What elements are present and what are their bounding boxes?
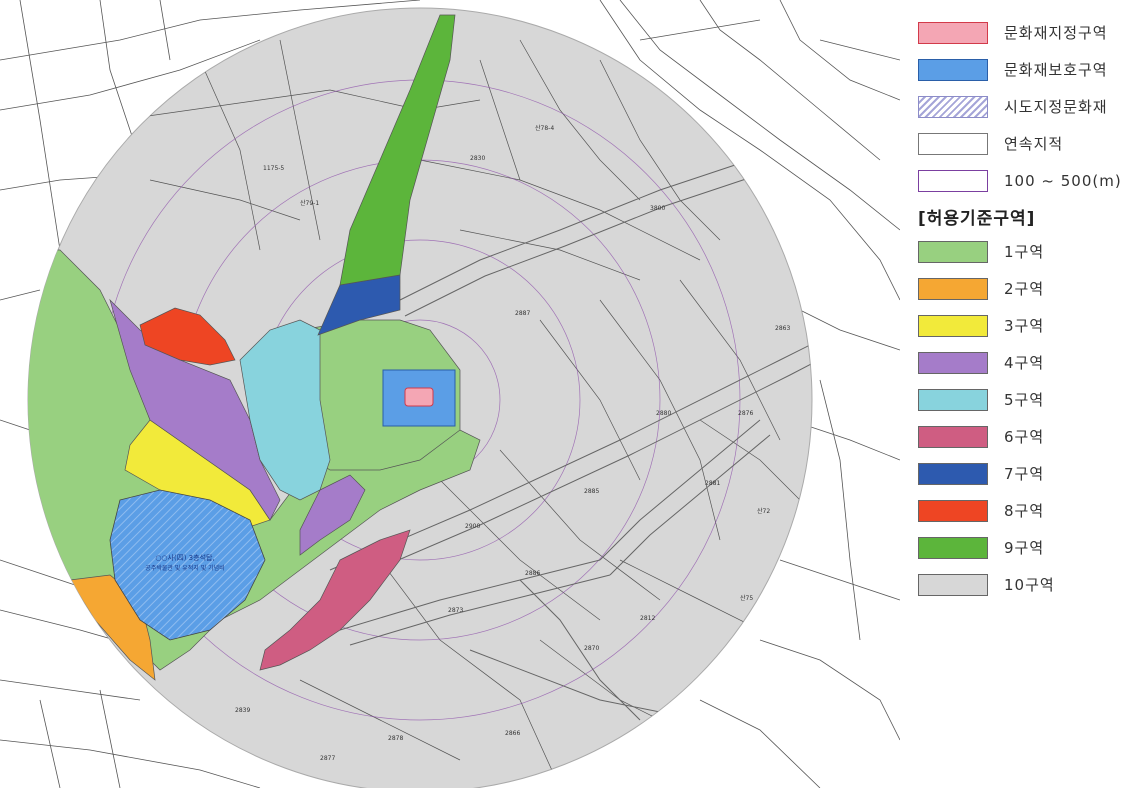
legend-item-provincial-heritage: 시도지정문화재	[918, 88, 1138, 125]
inner-cadastral-lines	[119, 39, 801, 788]
heritage-label-line1: ○○사(四) 3층석탑,	[155, 553, 214, 562]
map-legend: 문화재지정구역 문화재보호구역 시도지정문화재 연속지적 100 ~ 500(m…	[918, 14, 1138, 603]
legend-label: 7구역	[1004, 465, 1045, 483]
legend-swatch	[918, 499, 988, 522]
legend-label: 9구역	[1004, 539, 1045, 557]
parcel-label: 2873	[448, 607, 463, 614]
parcel-label: 2877	[320, 755, 335, 762]
zone-4-area-small	[299, 474, 366, 556]
parcel-label: 2863	[775, 325, 790, 332]
parcel-label: 2866	[505, 730, 520, 737]
legend-swatch	[918, 351, 988, 374]
parcel-label: 2880	[656, 410, 671, 417]
parcel-label: 2830	[470, 155, 485, 162]
parcel-label: 2900	[465, 523, 480, 530]
parcel-label: 3800	[650, 205, 665, 212]
legend-swatch-hatch	[918, 95, 988, 118]
legend-item-distance-rings: 100 ~ 500(m)	[918, 162, 1138, 199]
legend-label: 2구역	[1004, 280, 1045, 298]
legend-zone-7: 7구역	[918, 455, 1138, 492]
parcel-label: 산79-1	[300, 199, 319, 207]
legend-swatch	[918, 21, 988, 44]
legend-label: 10구역	[1004, 576, 1055, 594]
legend-swatch	[918, 388, 988, 411]
legend-label: 문화재보호구역	[1004, 61, 1108, 79]
legend-swatch	[918, 240, 988, 263]
zone-5-area	[239, 319, 331, 501]
legend-swatch	[918, 536, 988, 559]
legend-zone-10: 10구역	[918, 566, 1138, 603]
legend-swatch	[918, 277, 988, 300]
parcel-label: 2876	[738, 410, 753, 417]
legend-swatch	[918, 314, 988, 337]
legend-label: 100 ~ 500(m)	[1004, 171, 1122, 190]
legend-label: 1구역	[1004, 243, 1045, 261]
legend-label: 연속지적	[1004, 135, 1064, 153]
legend-item-cadastral: 연속지적	[918, 125, 1138, 162]
legend-swatch	[918, 573, 988, 596]
parcel-label: 2881	[705, 480, 720, 487]
heritage-label-line2: 공주박물관 및 유적지 및 기념비	[145, 564, 224, 572]
parcel-label: 2878	[388, 735, 403, 742]
legend-label: 8구역	[1004, 502, 1045, 520]
parcel-label: 산72	[757, 507, 770, 515]
parcel-label: 2839	[235, 707, 250, 714]
legend-item-protection-area: 문화재보호구역	[918, 51, 1138, 88]
legend-label: 6구역	[1004, 428, 1045, 446]
parcel-label: 2812	[640, 615, 655, 622]
legend-label: 문화재지정구역	[1004, 24, 1108, 42]
legend-zone-6: 6구역	[918, 418, 1138, 455]
parcel-label: 산78-4	[535, 124, 554, 132]
legend-zone-9: 9구역	[918, 529, 1138, 566]
parcel-label: 2886	[525, 570, 540, 577]
parcel-label: 산75	[740, 594, 753, 602]
heritage-protection-area	[109, 489, 266, 641]
legend-zone-5: 5구역	[918, 381, 1138, 418]
legend-item-designated-area: 문화재지정구역	[918, 14, 1138, 51]
legend-swatch	[918, 462, 988, 485]
zone-9-area	[339, 14, 456, 286]
parcel-labels: 2830 2887 3800 산78-4 2880 2876 2885 1175…	[235, 124, 790, 762]
legend-zone-2: 2구역	[918, 270, 1138, 307]
legend-swatch	[918, 58, 988, 81]
parcel-label: 2885	[584, 488, 599, 495]
legend-swatch	[918, 425, 988, 448]
outer-cadastral-lines	[0, 0, 900, 788]
legend-zone-8: 8구역	[918, 492, 1138, 529]
zone-6-area	[259, 529, 411, 671]
legend-swatch	[918, 132, 988, 155]
designated-area-box	[404, 387, 434, 407]
legend-zone-4: 4구역	[918, 344, 1138, 381]
zone-8-area	[139, 307, 236, 366]
legend-label: 5구역	[1004, 391, 1045, 409]
parcel-label: 2870	[584, 645, 599, 652]
legend-zone-1: 1구역	[918, 233, 1138, 270]
legend-label: 시도지정문화재	[1004, 98, 1108, 116]
legend-label: 4구역	[1004, 354, 1045, 372]
legend-zone-3: 3구역	[918, 307, 1138, 344]
heritage-zone-map: ○○사(四) 3층석탑, 공주박물관 및 유적지 및 기념비 2830 2887…	[0, 0, 900, 788]
legend-heading: [허용기준구역]	[918, 208, 1036, 229]
legend-label: 3구역	[1004, 317, 1045, 335]
legend-swatch	[918, 169, 988, 192]
parcel-label: 2887	[515, 310, 530, 317]
parcel-label: 2838	[720, 660, 735, 667]
parcel-label: 1175-5	[263, 165, 284, 172]
